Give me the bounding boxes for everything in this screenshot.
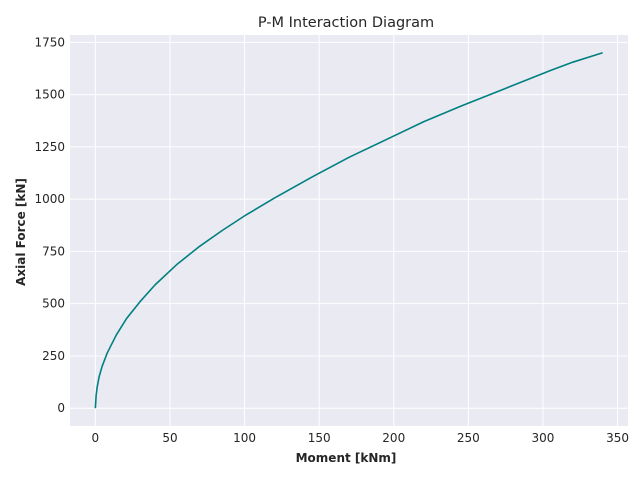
y-tick-label: 1250 — [34, 140, 65, 154]
series-layer — [94, 52, 603, 409]
y-tick-label: 1750 — [34, 35, 65, 49]
y-tick-label: 250 — [42, 349, 65, 363]
y-tick-label: 750 — [42, 244, 65, 258]
y-axis-label: Axial Force [kN] — [14, 178, 28, 286]
x-tick-label: 150 — [308, 431, 331, 445]
x-tick-label: 350 — [606, 431, 629, 445]
y-tick-label: 1500 — [34, 88, 65, 102]
x-tick-label: 0 — [92, 431, 100, 445]
series-line — [94, 52, 603, 409]
y-tick-label: 0 — [57, 401, 65, 415]
x-tick-label: 250 — [457, 431, 480, 445]
x-tick-label: 100 — [233, 431, 256, 445]
y-tick-label: 1000 — [34, 192, 65, 206]
x-axis-label: Moment [kNm] — [296, 451, 397, 465]
tick-labels: 0 50 100 150 200 250 300 350 0 250 500 750 1000 1250 1… — [34, 35, 629, 445]
y-tick-label: 500 — [42, 297, 65, 311]
chart-title: P-M Interaction Diagram — [258, 15, 434, 31]
x-tick-label: 50 — [162, 431, 177, 445]
grid — [70, 35, 628, 426]
x-tick-label: 200 — [382, 431, 405, 445]
plot-area — [70, 35, 628, 426]
x-tick-label: 300 — [532, 431, 555, 445]
